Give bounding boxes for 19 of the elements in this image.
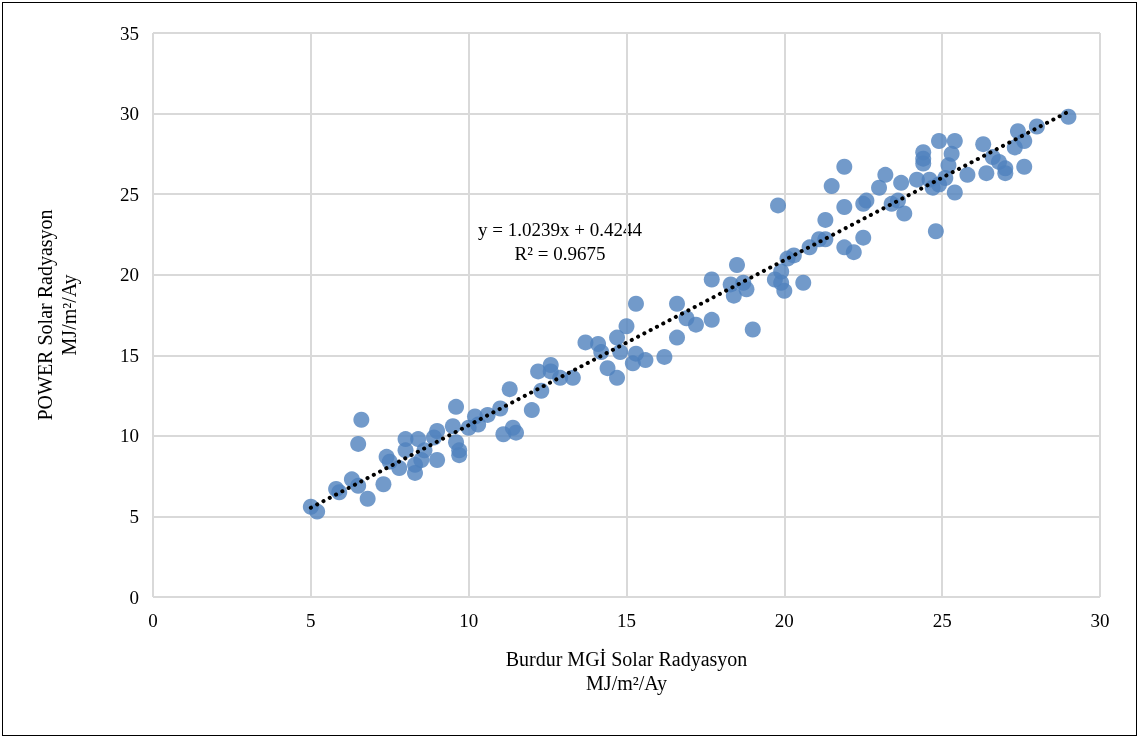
x-tick-label: 20: [774, 610, 794, 631]
y-tick-label: 10: [120, 425, 139, 447]
y-tick-label: 30: [120, 103, 139, 125]
y-axis-title: POWER Solar Radyasyon MJ/m²/Ay: [34, 209, 81, 421]
y-tick-label: 20: [120, 264, 139, 286]
y-tick-label: 0: [129, 586, 139, 608]
x-axis-title: Burdur MGİ Solar Radyasyon MJ/m²/Ay: [505, 648, 748, 695]
x-tick-label: 10: [459, 610, 479, 631]
annotation: R² = 0.9675: [514, 242, 606, 264]
y-tick-label: 15: [120, 344, 139, 366]
y-tick-label: 35: [120, 22, 139, 44]
y-tick-label: 25: [120, 183, 139, 205]
x-tick-label: 25: [932, 610, 952, 631]
annotation: y = 1.0239x + 0.4244: [478, 218, 643, 240]
x-tick-label: 5: [306, 610, 316, 631]
y-tick-label: 5: [129, 505, 139, 527]
x-tick-label: 30: [1090, 610, 1110, 631]
x-tick-label: 15: [617, 610, 636, 631]
x-tick-label: 0: [148, 610, 158, 631]
